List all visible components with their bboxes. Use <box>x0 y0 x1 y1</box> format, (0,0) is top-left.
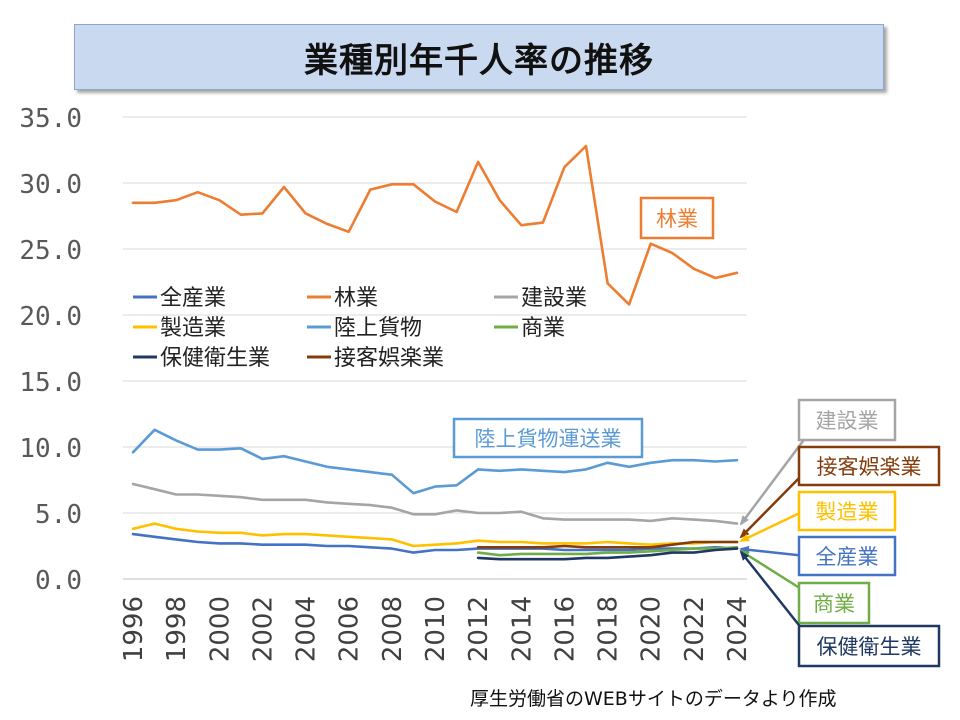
legend-label-2: 建設業 <box>521 286 587 311</box>
x-tick-label: 2014 <box>507 596 537 662</box>
x-tick-label: 1996 <box>119 596 149 662</box>
annotation-arrow-5 <box>739 545 807 558</box>
x-tick-label: 1998 <box>162 596 192 662</box>
x-tick-label: 2024 <box>723 596 753 662</box>
legend-label-4: 陸上貨物 <box>334 316 422 341</box>
annotation-box-7 <box>797 624 941 668</box>
y-tick-label: 30.0 <box>19 170 82 200</box>
annotation-label-5: 全産業 <box>816 545 879 569</box>
y-tick-label: 15.0 <box>19 368 82 398</box>
series-line-1 <box>131 144 739 306</box>
series-line-4 <box>131 428 739 495</box>
annotation-label-3: 接客娯楽業 <box>817 455 922 479</box>
annotation-label-2: 建設業 <box>816 409 879 433</box>
series-line-3 <box>131 522 739 548</box>
source-note: 厚生労働省のWEBサイトのデータより作成 <box>470 688 837 710</box>
annotation-box-6 <box>797 581 871 625</box>
chart-title-box: 業種別年千人率の推移 <box>74 24 884 90</box>
y-tick-label: 25.0 <box>19 236 82 266</box>
x-tick-label: 2000 <box>205 596 235 662</box>
x-tick-label: 2006 <box>335 596 365 662</box>
annotation-box-5 <box>797 535 897 577</box>
annotation-label-6: 商業 <box>813 592 855 616</box>
series-line-2 <box>131 482 739 525</box>
annotation-label-4: 製造業 <box>816 500 879 524</box>
annotation-label-7: 保健衛生業 <box>817 635 922 659</box>
x-tick-label: 2010 <box>421 596 451 662</box>
legend-label-7: 接客娯楽業 <box>334 346 444 371</box>
annotation-arrow-6 <box>739 549 807 594</box>
annotation-arrow-2 <box>739 436 808 526</box>
x-tick-label: 2002 <box>248 596 278 662</box>
x-tick-label: 2004 <box>292 596 322 662</box>
annotation-arrow-4 <box>739 508 807 543</box>
legend-label-5: 商業 <box>521 316 565 341</box>
x-tick-label: 2018 <box>594 596 624 662</box>
x-tick-label: 2012 <box>464 596 494 662</box>
y-tick-label: 20.0 <box>19 302 82 332</box>
chart-title: 業種別年千人率の推移 <box>304 40 654 81</box>
series-line-7 <box>476 540 739 549</box>
legend-label-3: 製造業 <box>160 316 226 341</box>
annotation-arrow-3 <box>739 470 807 539</box>
annotation-box-2 <box>797 398 897 442</box>
annotation-label-1: 陸上貨物運送業 <box>475 427 622 451</box>
x-tick-label: 2022 <box>680 596 710 662</box>
legend-label-6: 保健衛生業 <box>160 346 270 371</box>
annotation-box-4 <box>797 490 897 532</box>
series-line-6 <box>476 547 739 561</box>
annotation-box-0 <box>639 196 715 240</box>
x-tick-label: 2016 <box>550 596 580 662</box>
x-tick-label: 2008 <box>378 596 408 662</box>
legend-label-0: 全産業 <box>160 286 226 311</box>
y-tick-label: 10.0 <box>19 434 82 464</box>
y-tick-label: 0.0 <box>35 566 82 596</box>
y-tick-label: 5.0 <box>35 500 82 530</box>
annotation-box-3 <box>797 445 941 487</box>
annotation-arrow-7 <box>739 550 807 635</box>
series-line-0 <box>131 532 739 554</box>
series-line-5 <box>476 545 739 557</box>
legend-label-1: 林業 <box>334 286 378 311</box>
annotation-box-1 <box>452 417 644 459</box>
annotation-label-0: 林業 <box>656 207 698 231</box>
x-tick-label: 2020 <box>637 596 667 662</box>
y-tick-label: 35.0 <box>19 104 82 134</box>
